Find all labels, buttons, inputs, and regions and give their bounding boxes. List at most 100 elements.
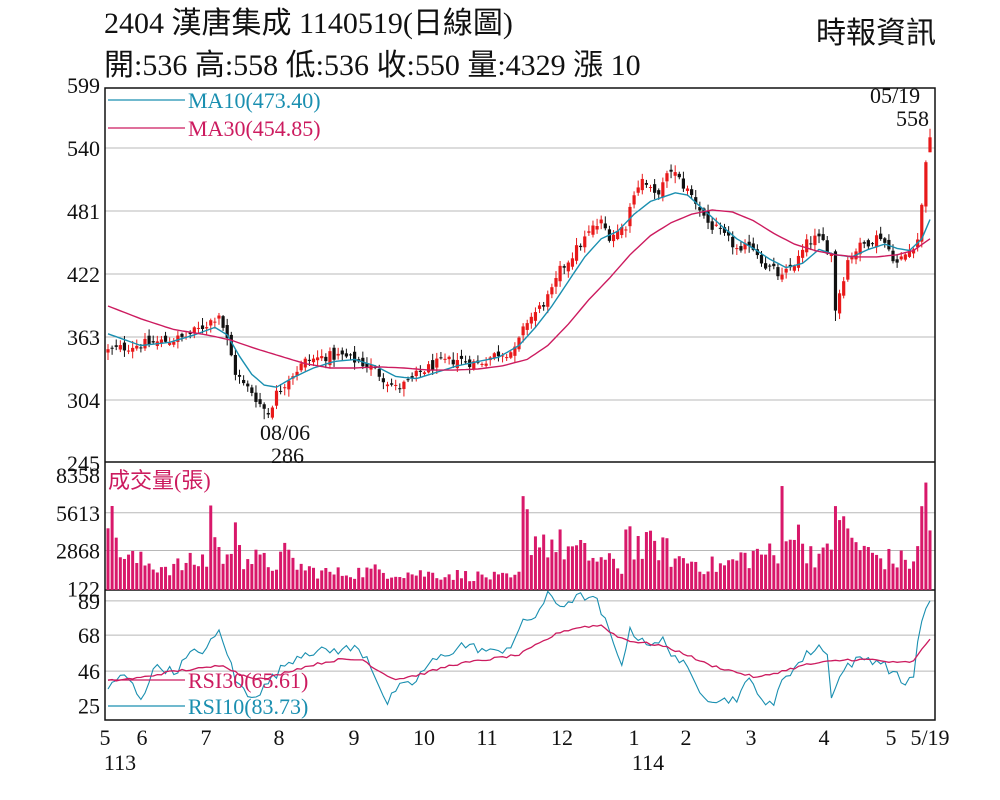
volume-bar <box>279 551 283 590</box>
candle-body <box>891 250 895 262</box>
x-month-label: 9 <box>349 725 360 750</box>
candle-body <box>110 347 114 349</box>
volume-bar <box>168 575 172 590</box>
x-month-label: 4 <box>819 725 830 750</box>
ohlc-summary: 開:536 高:558 低:536 收:550 量:4329 漲 10 <box>104 49 641 82</box>
candle-body <box>599 219 603 224</box>
candle-body <box>792 266 796 271</box>
candle-body <box>324 356 328 362</box>
rsi-tick-label: 68 <box>78 623 100 648</box>
candle-body <box>895 259 899 263</box>
candle-body <box>743 243 747 250</box>
volume-bar <box>875 554 879 590</box>
volume-bar <box>377 569 381 590</box>
volume-bar <box>743 552 747 590</box>
grid-lines <box>105 147 935 672</box>
volume-bar <box>143 565 147 590</box>
candle-body <box>463 361 468 363</box>
candle-body <box>870 243 875 245</box>
volume-bar <box>570 546 574 590</box>
candle-body <box>389 383 394 385</box>
volume-bar <box>316 578 320 590</box>
volume-bar <box>201 554 205 590</box>
rsi30-line <box>107 624 931 682</box>
volume-bar <box>690 561 694 590</box>
volume-bar <box>398 577 402 590</box>
candle-body <box>657 190 661 195</box>
volume-bar <box>443 577 447 590</box>
volume-bar <box>513 574 517 590</box>
candle-body <box>784 268 788 273</box>
candle-body <box>776 267 780 277</box>
candle-body <box>509 352 513 358</box>
axis-ticks: 5995404814223633042458358561328681228968… <box>56 73 950 775</box>
candle-body <box>414 370 418 377</box>
volume-bar <box>480 574 484 590</box>
candle-body <box>858 242 862 255</box>
candle-body <box>661 182 665 198</box>
volume-bar <box>846 528 850 590</box>
candle-body <box>418 370 422 372</box>
volume-bar <box>854 542 858 590</box>
volume-bar <box>122 558 126 590</box>
volume-bar <box>714 571 718 590</box>
candle-body <box>800 249 805 258</box>
candle-body <box>628 206 632 227</box>
candle-body <box>180 333 184 337</box>
candle-body <box>246 383 250 387</box>
chart-frame <box>104 87 936 721</box>
candle-body <box>336 353 340 356</box>
candle-body <box>422 372 427 374</box>
volume-bar <box>373 564 377 590</box>
x-month-label: 5 <box>100 725 111 750</box>
candle-body <box>176 335 180 342</box>
volume-bar <box>891 563 895 590</box>
volume-bar <box>920 506 924 590</box>
candle-body <box>517 337 521 350</box>
candle-body <box>772 263 776 267</box>
candle-body <box>163 335 168 342</box>
candle-body <box>846 260 850 280</box>
volume-bar <box>636 536 640 590</box>
volume-bar <box>447 574 451 590</box>
volume-bar <box>233 522 237 590</box>
volume-bar <box>644 532 648 590</box>
candle-body <box>274 390 279 406</box>
candle-body <box>237 374 242 377</box>
rsi-tick-label: 25 <box>78 694 100 719</box>
candle-body <box>459 355 464 359</box>
volume-bar <box>698 571 702 590</box>
volume-bar <box>751 550 755 590</box>
candle-body <box>862 242 866 244</box>
candle-body <box>813 235 817 246</box>
candle-body <box>114 345 118 347</box>
volume-bar <box>418 570 422 590</box>
y-tick-label: 540 <box>67 136 100 161</box>
candle-body <box>653 184 657 193</box>
candle-body <box>735 248 739 250</box>
volume-bar <box>616 568 620 590</box>
candle-body <box>780 274 784 280</box>
volume-bar <box>492 571 496 590</box>
volume-bar <box>476 571 480 590</box>
candle-body <box>603 223 607 229</box>
volume-bar <box>254 549 258 590</box>
volume-bar <box>739 552 743 590</box>
volume-bar <box>410 574 414 590</box>
volume-bar <box>858 550 862 590</box>
candle-body <box>270 407 274 418</box>
chart-title: 2404 漢唐集成 1140519(日線圖) <box>104 7 513 40</box>
volume-bar <box>903 559 907 590</box>
candle-body <box>328 351 332 366</box>
ma10-line <box>107 192 931 388</box>
candle-body <box>122 342 127 351</box>
volume-bar <box>661 537 665 590</box>
volume-bar <box>533 536 537 590</box>
candle-body <box>611 234 616 242</box>
candle-body <box>299 363 303 371</box>
volume-bar <box>912 561 916 590</box>
candle-body <box>106 349 110 353</box>
candle-body <box>768 265 772 267</box>
volume-bar <box>591 557 595 590</box>
y-tick-label: 422 <box>67 262 100 287</box>
